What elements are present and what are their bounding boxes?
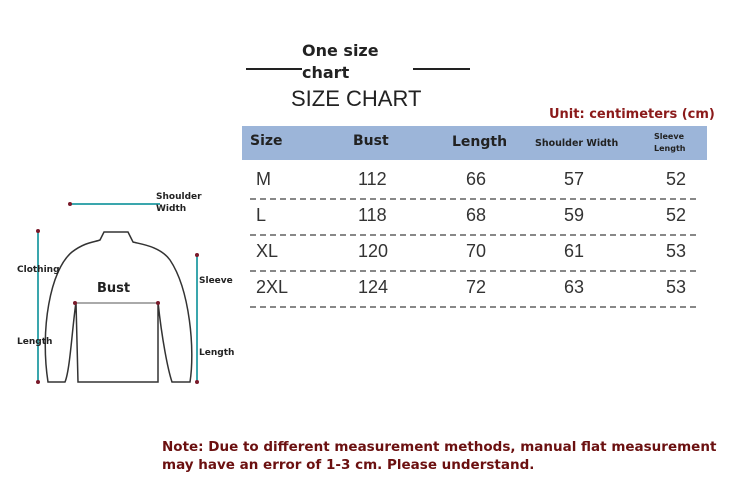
table-row: 2XL 124 72 63 53 [250, 271, 696, 308]
label-sleeve: Sleeve [199, 276, 233, 286]
table-cell: 120 [358, 241, 389, 261]
header-length: Length [452, 134, 508, 150]
table-cell: 63 [564, 277, 585, 297]
table-cell: 53 [666, 241, 687, 261]
label-bust: Bust [97, 281, 131, 296]
label-length-right: Length [199, 348, 235, 358]
table-cell: 52 [666, 169, 687, 189]
table-cell: XL [256, 241, 279, 261]
title-line1: One size [302, 41, 379, 60]
table-cell: 52 [666, 205, 687, 225]
label-width: Width [156, 204, 187, 214]
table-header: Size Bust Length Shoulder Width Sleeve L… [242, 126, 707, 160]
label-length-left: Length [17, 337, 53, 347]
header-shoulder: Shoulder Width [535, 138, 619, 149]
title-line2: chart [302, 63, 350, 82]
header-bust: Bust [353, 133, 389, 149]
table-cell: 118 [358, 205, 387, 225]
unit-label: Unit: centimeters (cm) [549, 107, 715, 122]
table-row: XL 120 70 61 53 [250, 235, 696, 272]
divider [413, 68, 470, 70]
table-cell: 124 [358, 277, 389, 297]
label-shoulder: Shoulder [156, 192, 202, 202]
table-cell: 53 [666, 277, 687, 297]
table-cell: 2XL [256, 277, 289, 297]
table-cell: 70 [466, 241, 487, 261]
header-sleeve: Sleeve [654, 132, 684, 141]
table-row: L 118 68 59 52 [250, 199, 696, 236]
table-cell: 61 [564, 241, 585, 261]
title-one-size: One size chart [302, 40, 379, 84]
table-cell: 66 [466, 169, 487, 189]
table-cell: 59 [564, 205, 585, 225]
table-row: M 112 66 57 52 [250, 163, 696, 200]
table-cell: 57 [564, 169, 585, 189]
table-cell: M [256, 169, 271, 189]
header-size: Size [250, 133, 283, 149]
header-sleeve-length: Length [654, 144, 686, 153]
table-cell: 72 [466, 277, 487, 297]
table-cell: L [256, 205, 267, 225]
measurement-note: Note: Due to different measurement metho… [162, 439, 717, 473]
jacket-outline [44, 231, 193, 383]
jacket-diagram [36, 202, 199, 384]
table-cell: 68 [466, 205, 487, 225]
page-title: SIZE CHART [291, 86, 422, 111]
table-cell: 112 [358, 169, 387, 189]
divider [246, 68, 302, 70]
label-clothing: Clothing [17, 265, 60, 275]
